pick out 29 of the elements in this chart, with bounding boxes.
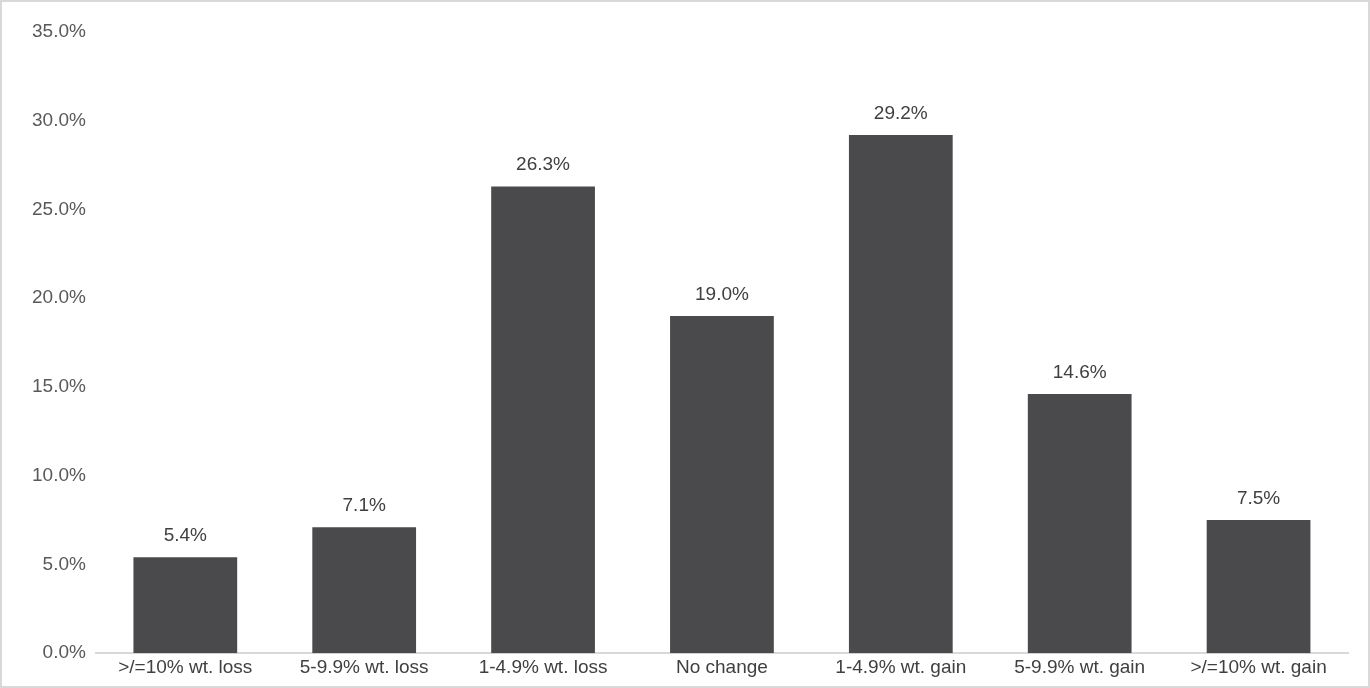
data-label: 7.1% [342, 493, 386, 515]
y-tick-label: 15.0% [32, 375, 86, 397]
bar [133, 557, 238, 654]
data-label: 29.2% [873, 101, 928, 123]
data-label: 26.3% [516, 153, 571, 175]
bar [848, 134, 953, 654]
bar [491, 186, 595, 654]
x-tick-label: No change [675, 655, 768, 677]
x-tick-label: 1-4.9% wt. gain [835, 655, 967, 677]
bar [312, 527, 417, 654]
bar [1027, 394, 1132, 654]
x-tick-label: 5-9.9% wt. gain [1014, 655, 1146, 677]
y-tick-label: 20.0% [32, 286, 86, 308]
x-tick-label: 5-9.9% wt. loss [299, 655, 429, 677]
y-tick-label: 30.0% [32, 108, 86, 130]
y-tick-label: 0.0% [42, 641, 86, 663]
x-tick-label: >/=10% wt. gain [1190, 655, 1327, 677]
y-tick-label: 25.0% [32, 197, 86, 219]
bar [1206, 520, 1311, 654]
x-tick-label: 1-4.9% wt. loss [478, 655, 608, 677]
y-tick-label: 5.0% [42, 552, 86, 574]
y-tick-label: 35.0% [32, 20, 86, 42]
data-label: 5.4% [163, 524, 208, 546]
data-label: 14.6% [1052, 360, 1107, 382]
y-tick-label: 10.0% [32, 463, 86, 485]
data-label: 19.0% [695, 282, 749, 304]
x-tick-label: >/=10% wt. loss [118, 655, 253, 677]
bar [670, 315, 774, 654]
data-label: 7.5% [1236, 486, 1281, 508]
